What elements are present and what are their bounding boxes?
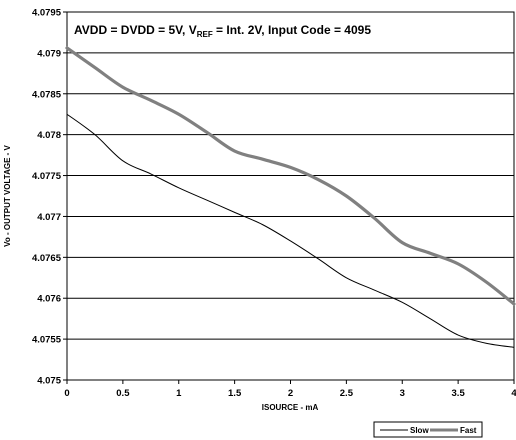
y-tick-label: 4.0785 xyxy=(32,89,62,100)
x-axis-ticks: 0 0.5 1 1.5 2 2.5 3 3.5 4 xyxy=(64,380,516,399)
x-axis-title: ISOURCE - mA xyxy=(262,403,319,412)
x-tick-label: 1 xyxy=(176,388,182,399)
y-axis-title: Vo - OUTPUT VOLTAGE - V xyxy=(3,144,12,246)
y-tick-label: 4.0755 xyxy=(32,335,62,346)
legend-label-fast: Fast xyxy=(460,426,477,435)
x-tick-label: 1.5 xyxy=(228,388,242,399)
y-tick-label: 4.077 xyxy=(37,212,61,223)
series-line-fast xyxy=(65,46,516,306)
x-tick-label: 0 xyxy=(64,388,69,399)
y-tick-label: 4.078 xyxy=(37,130,61,141)
x-tick-label: 3.5 xyxy=(452,388,466,399)
legend: Slow Fast xyxy=(373,421,483,438)
y-tick-label: 4.075 xyxy=(37,376,61,387)
y-axis-ticks: 4.075 4.0755 4.076 4.0765 4.077 4.0775 4.078 4.… xyxy=(32,8,67,387)
series-line-slow xyxy=(66,113,515,348)
y-tick-label: 4.0775 xyxy=(32,171,62,182)
y-tick-label: 4.0765 xyxy=(32,253,62,264)
y-tick-label: 4.0795 xyxy=(32,8,62,19)
gridlines xyxy=(67,52,514,340)
legend-label-slow: Slow xyxy=(410,426,429,435)
x-tick-label: 4 xyxy=(511,388,516,399)
y-tick-label: 4.079 xyxy=(37,48,61,59)
chart-annotation: AVDD = DVDD = 5V, VREF = Int. 2V, Input … xyxy=(74,23,371,39)
series-lines xyxy=(65,46,516,348)
y-tick-label: 4.076 xyxy=(37,294,61,305)
x-tick-label: 3 xyxy=(400,388,405,399)
x-tick-label: 2 xyxy=(288,388,293,399)
x-tick-label: 2.5 xyxy=(340,388,354,399)
x-tick-label: 0.5 xyxy=(116,388,130,399)
legend-box xyxy=(373,421,483,438)
plot-area xyxy=(66,11,515,381)
